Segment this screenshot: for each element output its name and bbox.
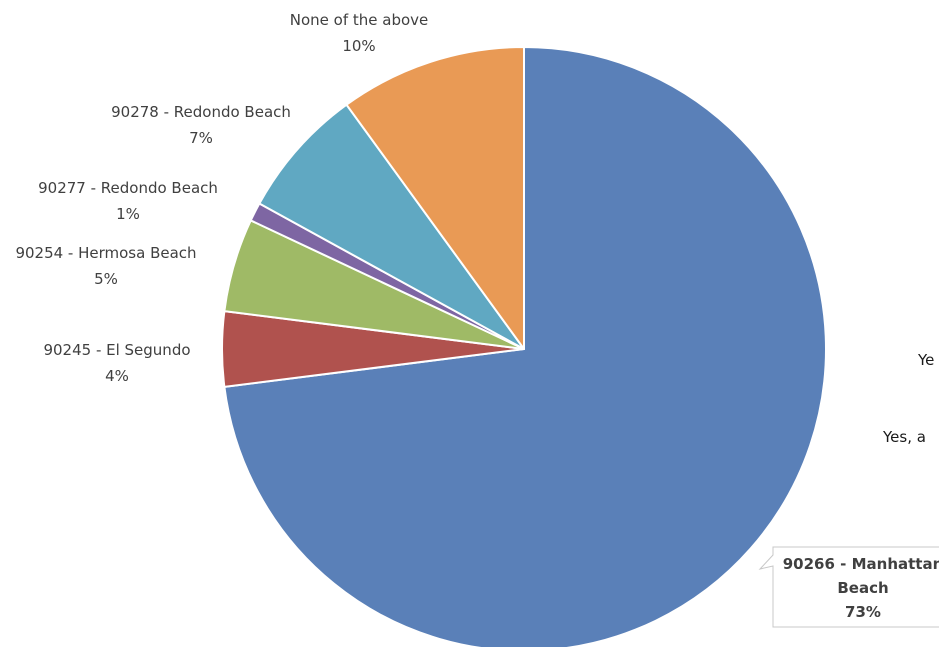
slice-value-90278: 7% <box>189 129 213 147</box>
slice-label-90277: 90277 - Redondo Beach <box>38 179 218 197</box>
slice-value-none-of-the-above: 10% <box>342 37 375 55</box>
slice-label-none-of-the-above: None of the above <box>290 11 429 29</box>
callout-label-line1: 90266 - Manhattan <box>783 555 939 573</box>
pie-slice-90278-redondo-beach <box>258 103 525 350</box>
callout-label-line2: Beach <box>837 579 888 597</box>
background-text-fragment-2: Yes, a <box>882 428 926 446</box>
callout-label-value: 73% <box>845 603 881 621</box>
callout-box <box>758 546 939 628</box>
pie-slices <box>220 46 827 647</box>
background-text-fragment-1: Ye <box>917 351 934 369</box>
slice-value-90245: 4% <box>105 367 129 385</box>
slice-label-90245: 90245 - El Segundo <box>43 341 190 359</box>
pie-slice-none-of-the-above <box>345 46 525 350</box>
pie-slice-90266-manhattan-beach <box>223 46 827 647</box>
slice-value-90254: 5% <box>94 270 118 288</box>
slice-label-90254: 90254 - Hermosa Beach <box>15 244 196 262</box>
slice-label-90278: 90278 - Redondo Beach <box>111 103 291 121</box>
callout-manhattan-beach: 90266 - Manhattan Beach 73% <box>758 546 939 628</box>
slice-value-90277: 1% <box>116 205 140 223</box>
